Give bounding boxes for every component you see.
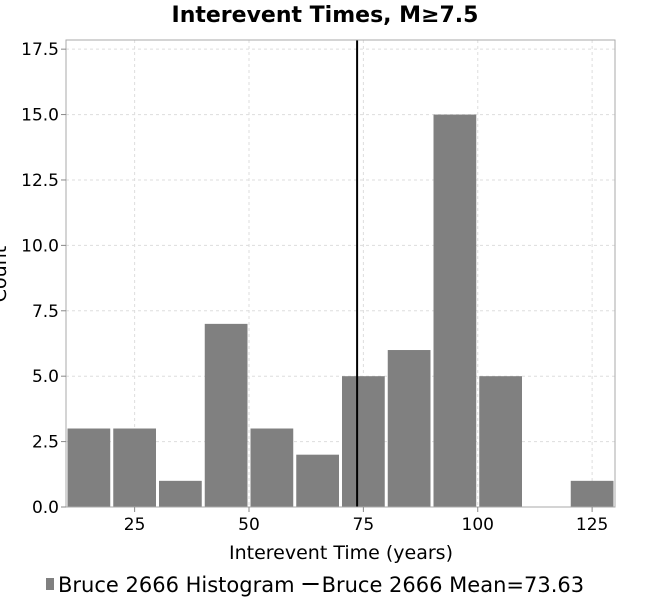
legend-histogram-label: Bruce 2666 Histogram xyxy=(58,573,295,597)
y-axis-ticks: 0.0 2.5 5.0 7.5 10.0 12.5 15.0 17.5 xyxy=(21,40,66,518)
histogram-bar xyxy=(250,428,294,507)
histogram-bar xyxy=(204,323,248,507)
y-axis-label: Count xyxy=(0,246,11,302)
histogram-bar xyxy=(479,376,522,507)
legend: Bruce 2666 Histogram Bruce 2666 Mean=73.… xyxy=(46,573,584,597)
legend-mean-label: Bruce 2666 Mean=73.63 xyxy=(322,573,585,597)
histogram-bar xyxy=(433,114,477,508)
histogram-bar xyxy=(387,350,431,507)
plot-frame xyxy=(65,39,616,508)
x-axis-ticks: 25 50 75 100 125 xyxy=(124,507,608,535)
y-tick-label: 2.5 xyxy=(32,433,59,453)
chart-title: Interevent Times, M≥7.5 xyxy=(172,3,479,28)
histogram-bar xyxy=(296,454,339,507)
x-tick-label: 100 xyxy=(462,515,494,535)
histogram-bar xyxy=(159,480,202,507)
y-tick-label: 5.0 xyxy=(32,367,59,387)
x-axis-label: Interevent Time (years) xyxy=(229,542,453,564)
x-tick-label: 50 xyxy=(238,515,260,535)
histogram-bar xyxy=(67,428,111,507)
grid xyxy=(66,40,615,508)
y-tick-label: 15.0 xyxy=(21,106,59,126)
histogram-bar xyxy=(113,428,156,507)
y-tick-label: 10.0 xyxy=(21,236,59,256)
y-tick-label: 0.0 xyxy=(32,498,59,518)
y-tick-label: 7.5 xyxy=(32,302,59,322)
x-tick-label: 125 xyxy=(576,515,608,535)
bars xyxy=(67,114,614,508)
y-tick-label: 12.5 xyxy=(21,171,59,191)
legend-histogram-swatch xyxy=(46,578,54,590)
histogram-bar xyxy=(570,480,614,507)
y-tick-label: 17.5 xyxy=(21,40,59,60)
x-tick-label: 75 xyxy=(353,515,375,535)
x-tick-label: 25 xyxy=(124,515,146,535)
histogram-bar xyxy=(342,376,385,507)
